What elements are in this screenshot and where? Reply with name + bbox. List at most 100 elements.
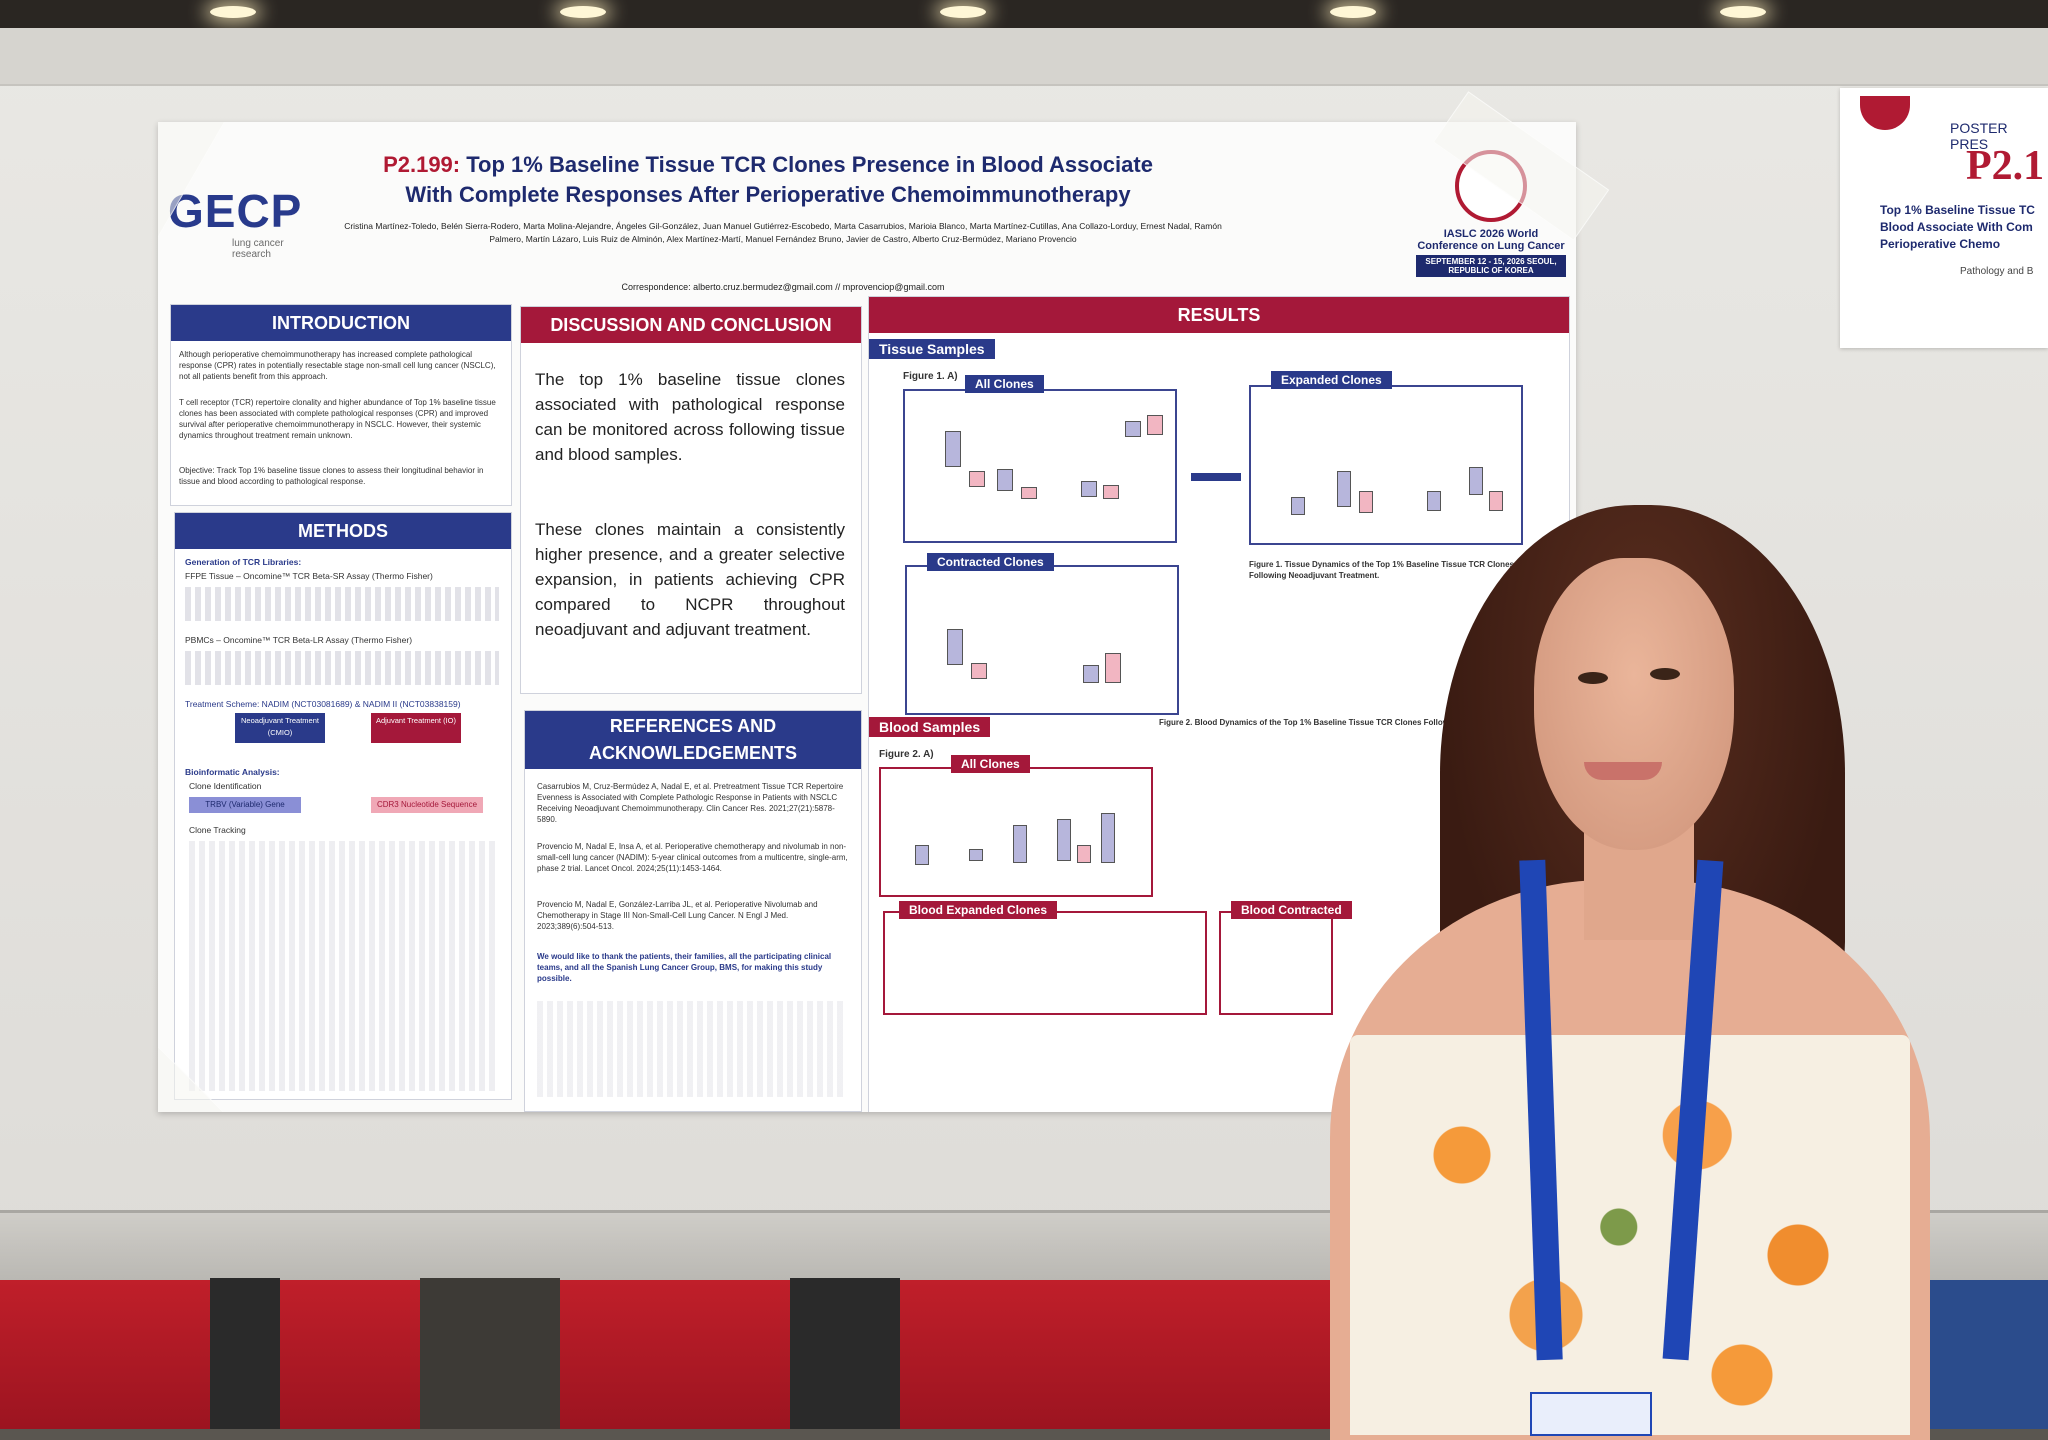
box-blood-5 (1077, 845, 1091, 863)
discussion-text-1: The top 1% baseline tissue clones associ… (535, 370, 845, 464)
box-con-1 (947, 629, 963, 665)
visitor-legs (210, 1278, 280, 1429)
methods-pbmc: PBMCs – Oncomine™ TCR Beta-LR Assay (The… (185, 635, 413, 645)
box-blood-2 (969, 849, 983, 861)
poster-authors: Cristina Martínez-Toledo, Belén Sierra-R… (344, 221, 1222, 244)
cdr3-sequence-box: CDR3 Nucleotide Sequence (371, 797, 483, 813)
ceiling (0, 0, 2048, 28)
clone-tracking-diagram (189, 841, 499, 1091)
sign-label: POSTER PRES (1950, 120, 2008, 152)
introduction-heading: INTRODUCTION (171, 305, 511, 341)
introduction-panel: INTRODUCTION Although perioperative chem… (170, 304, 512, 506)
reference-2: Provencio M, Nadal E, Insa A, et al. Per… (537, 842, 848, 873)
references-heading: REFERENCES AND ACKNOWLEDGEMENTS (525, 711, 861, 769)
pbmc-workflow-diagram (185, 651, 499, 685)
box-blood-6 (1101, 813, 1115, 863)
tissue-samples-label: Tissue Samples (869, 339, 995, 359)
introduction-text-1: Although perioperative chemoimmunotherap… (179, 350, 496, 381)
presenter-smile (1584, 762, 1662, 780)
visitor-legs (790, 1278, 900, 1429)
reference-3: Provencio M, Nadal E, González-Larriba J… (537, 900, 818, 931)
box-exp-6 (1489, 491, 1503, 511)
box-exp-2 (1337, 471, 1351, 507)
figure-2a-boxplot: All Clones (879, 755, 1153, 897)
methods-generation: Generation of TCR Libraries: (185, 557, 302, 567)
introduction-objective: Objective: Track Top 1% baseline tissue … (179, 466, 484, 486)
adjuvant-step: Adjuvant Treatment (IO) (371, 713, 461, 743)
discussion-panel: DISCUSSION AND CONCLUSION The top 1% bas… (520, 306, 862, 694)
box-contracted-ncpr (1147, 415, 1163, 435)
box-contracted-cpr (1125, 421, 1141, 437)
methods-scheme: Treatment Scheme: NADIM (NCT03081689) & … (185, 699, 461, 709)
box-expanded-cpr (1081, 481, 1097, 497)
poster-code: P2.199: (383, 152, 461, 177)
box-con-3 (1083, 665, 1099, 683)
name-badge (1530, 1392, 1652, 1436)
discussion-heading: DISCUSSION AND CONCLUSION (521, 307, 861, 343)
box-expanded-ncpr (1103, 485, 1119, 499)
box-ncpr-post (1021, 487, 1037, 499)
sign-code: P2.1 (1966, 143, 2045, 189)
poster-title-text: Top 1% Baseline Tissue TCR Clones Presen… (405, 152, 1153, 207)
ceiling-light (560, 6, 606, 18)
figure-2c-boxplot: Blood Contracted (1219, 901, 1352, 1015)
conference-name: IASLC 2026 World Conference on Lung Canc… (1417, 228, 1565, 252)
box-exp-4 (1427, 491, 1441, 511)
neighbour-poster-sign: POSTER PRES P2.1 Top 1% Baseline Tissue … (1840, 88, 2048, 348)
box-exp-5 (1469, 467, 1483, 495)
gecp-logo: GECP lung cancer research (168, 184, 308, 260)
arrow-right-icon (1191, 473, 1241, 481)
methods-ffpe: FFPE Tissue – Oncomine™ TCR Beta-SR Assa… (185, 571, 433, 581)
box-ncpr-baseline (969, 471, 985, 487)
all-clones-label: All Clones (965, 375, 1044, 393)
iaslc-swoosh-icon (1860, 96, 1910, 130)
presenter-floral-dress (1350, 1035, 1910, 1435)
methods-heading: METHODS (175, 513, 511, 549)
research-poster: GECP lung cancer research P2.199: Top 1%… (158, 122, 1576, 1112)
ceiling-light (940, 6, 986, 18)
presenter-face (1534, 558, 1734, 850)
blood-all-clones-label: All Clones (951, 755, 1030, 773)
box-exp-3 (1359, 491, 1373, 513)
box-blood-1 (915, 845, 929, 865)
ceiling-light (210, 6, 256, 18)
blood-expanded-label: Blood Expanded Clones (899, 901, 1058, 919)
methods-clone-id: Clone Identification (189, 781, 262, 791)
methods-tracking: Clone Tracking (189, 825, 246, 835)
box-cpr-baseline (945, 431, 961, 467)
expanded-clones-label: Expanded Clones (1271, 371, 1392, 389)
board-frame-top (0, 28, 2048, 86)
results-heading: RESULTS (869, 297, 1569, 333)
sign-topic: Pathology and B (1960, 266, 2034, 277)
logo-text: GECP (168, 185, 303, 237)
acknowledgements: We would like to thank the patients, the… (537, 952, 832, 983)
blood-contracted-label: Blood Contracted (1231, 901, 1352, 919)
introduction-text-2: T cell receptor (TCR) repertoire clonali… (179, 398, 496, 440)
ceiling-light (1720, 6, 1766, 18)
neoadjuvant-step: Neoadjuvant Treatment (CMIO) (235, 713, 325, 743)
box-exp-1 (1291, 497, 1305, 515)
box-blood-4 (1057, 819, 1071, 861)
logo-subtitle: lung cancer research (232, 238, 284, 260)
figure-1a-label: Figure 1. A) (903, 371, 958, 382)
contracted-clones-label: Contracted Clones (927, 553, 1054, 571)
figure-1a-boxplot: All Clones (903, 375, 1177, 543)
figure-2a-label: Figure 2. A) (879, 749, 934, 760)
ffpe-workflow-diagram (185, 587, 499, 621)
methods-bioinformatic: Bioinformatic Analysis: (185, 767, 280, 777)
figure-2b-boxplot: Blood Expanded Clones (883, 901, 1207, 1015)
figure-2-caption: Figure 2. Blood Dynamics of the Top 1% B… (1159, 718, 1504, 727)
figure-1c-boxplot: Contracted Clones (905, 553, 1179, 715)
sign-title: Top 1% Baseline Tissue TC Blood Associat… (1880, 203, 2035, 251)
discussion-text-2: These clones maintain a consistently hig… (535, 520, 845, 639)
visitor-legs (420, 1278, 560, 1429)
box-con-4 (1105, 653, 1121, 683)
presenter-eye (1578, 672, 1608, 684)
methods-panel: METHODS Generation of TCR Libraries: FFP… (174, 512, 512, 1100)
reference-1: Casarrubios M, Cruz-Bermúdez A, Nadal E,… (537, 782, 844, 824)
presenter-eye (1650, 668, 1680, 680)
references-panel: REFERENCES AND ACKNOWLEDGEMENTS Casarrub… (524, 710, 862, 1112)
box-cpr-post (997, 469, 1013, 491)
figure-1-caption: Figure 1. Tissue Dynamics of the Top 1% … (1249, 560, 1514, 580)
conference-dates: SEPTEMBER 12 - 15, 2026 SEOUL, REPUBLIC … (1416, 255, 1566, 277)
